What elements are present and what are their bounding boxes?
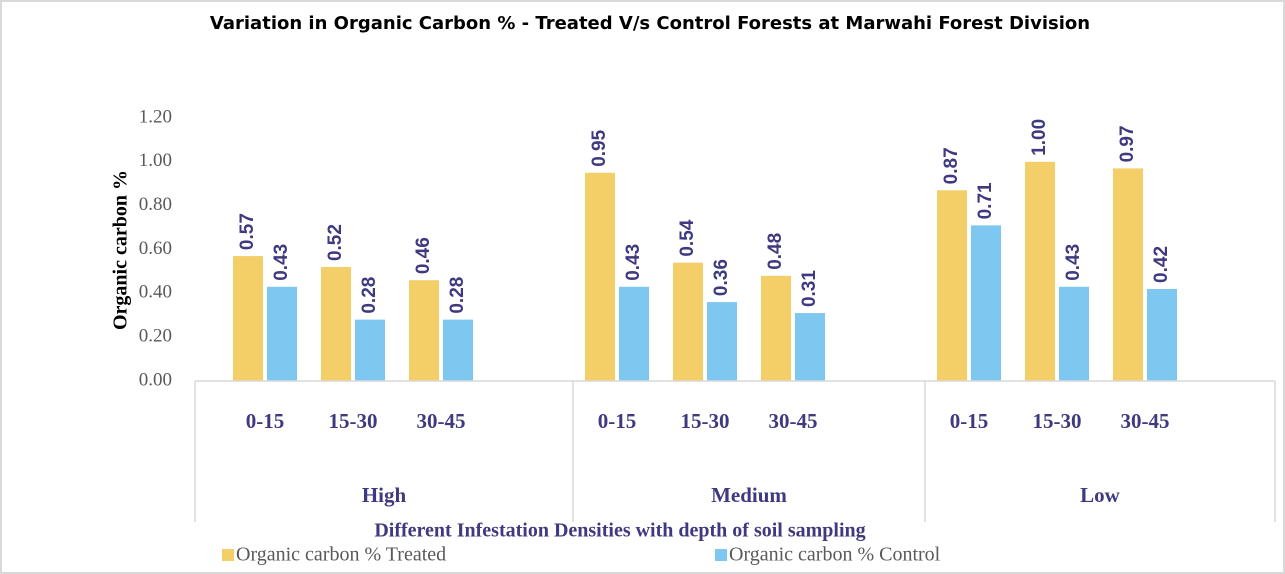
data-label: 0.95 xyxy=(589,129,610,166)
x-tick-label: 30-45 xyxy=(417,409,466,433)
bar xyxy=(707,302,737,381)
y-tick-label: 0.80 xyxy=(139,194,172,215)
bar xyxy=(443,319,473,381)
y-axis-title: Organic carbon % xyxy=(110,170,132,330)
data-label: 0.48 xyxy=(765,233,786,270)
y-tick-label: 0.40 xyxy=(139,282,172,303)
data-label: 0.54 xyxy=(677,219,698,256)
y-tick-label: 0.00 xyxy=(139,369,172,390)
bar xyxy=(585,172,615,381)
data-label: 0.42 xyxy=(1151,246,1172,283)
y-tick-label: 0.60 xyxy=(139,238,172,259)
bar xyxy=(409,280,439,381)
data-label: 0.46 xyxy=(413,237,434,274)
legend-swatch xyxy=(715,549,727,561)
x-axis-title: Different Infestation Densities with dep… xyxy=(374,520,865,542)
x-tick-label: 15-30 xyxy=(1033,409,1082,433)
bar xyxy=(1025,161,1055,381)
bar xyxy=(971,225,1001,381)
legend-label: Organic carbon % Treated xyxy=(236,544,446,566)
legend-swatch xyxy=(222,549,234,561)
legend-label: Organic carbon % Control xyxy=(729,544,941,566)
data-label: 0.97 xyxy=(1117,125,1138,162)
data-label: 0.31 xyxy=(799,270,820,307)
data-label: 0.87 xyxy=(941,147,962,184)
bar xyxy=(1059,286,1089,381)
chart-title: Variation in Organic Carbon % - Treated … xyxy=(209,13,1091,34)
bar xyxy=(937,190,967,381)
bar xyxy=(761,275,791,381)
data-label: 1.00 xyxy=(1029,119,1050,156)
bar xyxy=(1113,168,1143,381)
x-tick-label: 0-15 xyxy=(950,409,989,433)
data-label: 0.36 xyxy=(711,259,732,296)
data-label: 0.43 xyxy=(271,244,292,281)
x-tick-label: 30-45 xyxy=(1121,409,1170,433)
x-tick-label: 15-30 xyxy=(329,409,378,433)
group-label: Medium xyxy=(711,483,787,507)
y-tick-label: 0.20 xyxy=(139,326,172,347)
y-tick-label: 1.00 xyxy=(139,150,172,171)
bar xyxy=(619,286,649,381)
bar xyxy=(795,313,825,381)
bar xyxy=(267,286,297,381)
bar xyxy=(233,256,263,381)
data-label: 0.71 xyxy=(975,182,996,219)
data-label: 0.28 xyxy=(447,277,468,314)
data-label: 0.52 xyxy=(325,224,346,261)
bar xyxy=(1147,288,1177,381)
y-tick-label: 1.20 xyxy=(139,106,172,127)
bar xyxy=(673,262,703,381)
data-label: 0.43 xyxy=(1063,244,1084,281)
data-label: 0.43 xyxy=(623,244,644,281)
x-tick-label: 0-15 xyxy=(246,409,285,433)
x-tick-label: 15-30 xyxy=(681,409,730,433)
x-tick-label: 30-45 xyxy=(769,409,818,433)
bar xyxy=(355,319,385,381)
data-label: 0.57 xyxy=(237,213,258,250)
group-label: Low xyxy=(1080,483,1121,507)
x-tick-label: 0-15 xyxy=(598,409,637,433)
data-label: 0.28 xyxy=(359,277,380,314)
group-label: High xyxy=(362,483,407,507)
bar xyxy=(321,267,351,381)
